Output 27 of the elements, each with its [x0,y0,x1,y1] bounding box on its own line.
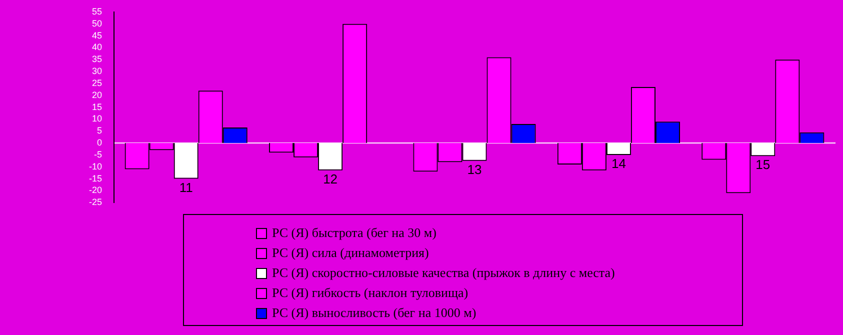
y-tick-label: 35 [92,54,102,64]
y-tick-label: 15 [92,102,102,112]
y-tick-label: -5 [94,149,102,160]
y-tick-label: 0 [96,138,102,148]
x-tick-label: 13 [467,162,482,177]
y-tick-label: 20 [92,90,102,100]
y-tick-label: 30 [92,66,102,76]
legend-label: РС (Я) гибкость (наклон туловища) [272,285,468,301]
y-tick-label: 50 [92,18,102,28]
y-tick-label: 45 [92,30,102,40]
x-tick-label: 15 [756,157,770,172]
y-tick-label: 25 [92,78,102,88]
y-tick-label: -15 [88,173,102,184]
y-tick-label: 5 [96,126,102,136]
y-tick-label: -20 [88,185,102,196]
legend-label: РС (Я) быстрота (бег на 30 м) [272,225,436,241]
y-tick-label: -25 [88,197,102,208]
y-tick-label: 55 [92,6,102,16]
legend-label: РС (Я) выносливость (бег на 1000 м) [272,305,476,321]
x-tick-label: 11 [179,180,193,195]
legend-label: РС (Я) сила (динамометрия) [272,245,429,261]
y-tick-label: -10 [88,161,102,172]
legend-label: РС (Я) скоростно-силовые качества (прыжок в длину с места) [272,265,615,281]
y-tick-label: 40 [92,42,102,52]
x-tick-label: 12 [323,172,338,187]
y-tick-label: 10 [92,114,102,124]
x-tick-label: 14 [611,156,626,172]
